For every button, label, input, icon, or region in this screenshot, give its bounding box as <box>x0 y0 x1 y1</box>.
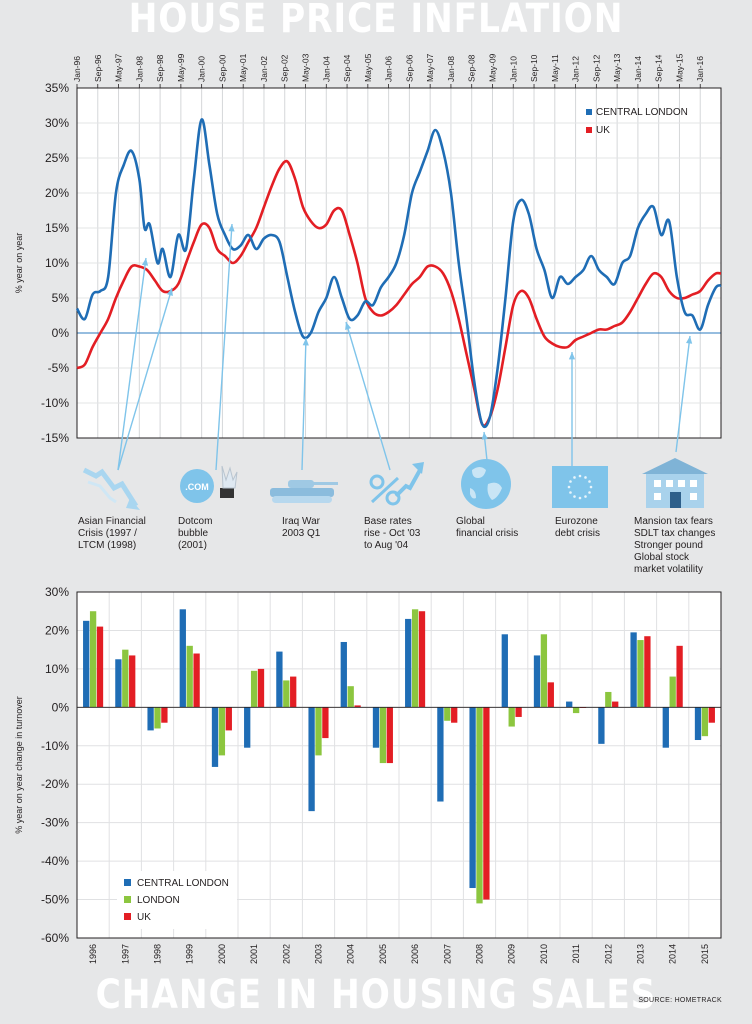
source-note: SOURCE: HOMETRACK <box>638 997 722 1004</box>
svg-text:.COM: .COM <box>185 482 209 492</box>
percent-arrow-icon <box>369 462 424 506</box>
eu-star <box>573 476 576 479</box>
event-pointer-arrowhead <box>481 432 488 440</box>
event-pointer-arrow <box>215 223 233 471</box>
series-central-london <box>75 118 722 429</box>
y-tick-label: -15% <box>41 431 69 445</box>
eu-star <box>567 485 571 489</box>
eu-star <box>578 474 582 478</box>
eu-star <box>589 485 593 489</box>
eu-star <box>588 491 591 494</box>
x-tick-label: Sep-06 <box>404 54 414 82</box>
event-label-iraq-war: Iraq War 2003 Q1 <box>282 516 321 539</box>
event-label-eurozone: Eurozone debt crisis <box>555 516 601 539</box>
legend-swatch <box>586 127 592 133</box>
mansion-icon <box>642 458 708 508</box>
x-tick-label: Sep-08 <box>467 54 477 82</box>
x-tick-label: May-03 <box>301 53 311 82</box>
y-tick-label: 5% <box>52 291 70 305</box>
x-tick-label: Jan-10 <box>508 56 518 82</box>
x-tick-label: Sep-04 <box>342 54 352 82</box>
event-pointer-arrow <box>117 287 173 471</box>
x-tick-label: Sep-02 <box>280 54 290 82</box>
x-tick-label: May-05 <box>363 53 373 82</box>
x-tick-label: Sep-98 <box>155 54 165 82</box>
x-tick-label: May-97 <box>114 53 124 82</box>
event-pointer-arrow <box>117 257 147 471</box>
x-tick-label: Jan-04 <box>321 56 331 82</box>
event-label-mansion-tax: Mansion tax fears SDLT tax changes Stron… <box>634 516 716 575</box>
event-label-dotcom: Dotcom bubble (2001) <box>178 516 213 551</box>
y-axis-label: % year on year <box>14 233 24 294</box>
event-pointer-arrow <box>675 335 691 453</box>
x-tick-label: May-07 <box>425 53 435 82</box>
x-tick-label: Jan-98 <box>134 56 144 82</box>
y-tick-label: -5% <box>48 361 70 375</box>
y-tick-label: 20% <box>45 186 69 200</box>
event-pointer-arrowhead <box>228 224 235 232</box>
legend-label: CENTRAL LONDON <box>596 107 688 118</box>
legend-swatch <box>586 109 592 115</box>
x-tick-label: May-15 <box>674 53 684 82</box>
event-pointer-arrowhead <box>166 288 173 296</box>
chart-title-bottom: CHANGE IN HOUSING SALES <box>95 972 657 1018</box>
x-tick-label: Sep-96 <box>93 54 103 82</box>
eu-flag-icon <box>552 466 608 508</box>
event-pointer-arrowhead <box>568 352 576 360</box>
eu-star <box>584 495 587 498</box>
eu-star <box>588 480 591 483</box>
x-tick-label: Jan-00 <box>197 56 207 82</box>
event-pointer-arrow <box>301 337 307 471</box>
series-uk <box>76 159 722 427</box>
eu-star <box>578 496 582 500</box>
legend-label: UK <box>596 125 610 136</box>
x-tick-label: May-09 <box>487 53 497 82</box>
eu-star <box>573 495 576 498</box>
y-tick-label: 35% <box>45 81 69 95</box>
x-tick-label: Sep-12 <box>591 54 601 82</box>
y-tick-label: 30% <box>45 116 69 130</box>
x-tick-label: Jan-96 <box>72 56 82 82</box>
x-tick-label: Jan-06 <box>384 56 394 82</box>
x-tick-label: Sep-10 <box>529 54 539 82</box>
eu-star <box>569 491 572 494</box>
eu-star <box>569 480 572 483</box>
y-tick-label: 10% <box>45 256 69 270</box>
y-tick-label: 15% <box>45 221 69 235</box>
x-tick-label: May-13 <box>612 53 622 82</box>
x-tick-label: May-99 <box>176 53 186 82</box>
x-tick-label: Sep-14 <box>654 54 664 82</box>
event-pointer-arrow <box>345 321 391 471</box>
y-tick-label: -10% <box>41 396 69 410</box>
event-label-base-rates: Base rates rise - Oct '03 to Aug '04 <box>364 516 421 551</box>
event-label-asian-crisis: Asian Financial Crisis (1997 / LTCM (199… <box>78 516 146 551</box>
event-pointer-arrowhead <box>302 338 309 346</box>
x-tick-label: Jan-12 <box>571 56 581 82</box>
x-tick-label: Jan-16 <box>695 56 705 82</box>
eu-star <box>584 476 587 479</box>
event-label-global-crisis: Global financial crisis <box>456 516 519 539</box>
event-pointer-arrowhead <box>345 322 352 330</box>
chart-title-top: HOUSE PRICE INFLATION <box>128 0 624 42</box>
x-tick-label: Jan-08 <box>446 56 456 82</box>
dotcom-bubble-icon: .COM <box>180 465 238 503</box>
x-tick-label: May-01 <box>238 53 248 82</box>
globe-icon <box>461 459 511 509</box>
y-tick-label: 0% <box>52 326 70 340</box>
event-pointer-arrowhead <box>686 336 693 344</box>
x-tick-label: Jan-14 <box>633 56 643 82</box>
line-plot-frame <box>76 87 722 439</box>
x-tick-label: Sep-00 <box>217 54 227 82</box>
x-tick-label: May-11 <box>550 54 560 82</box>
tank-icon <box>270 480 338 503</box>
falling-chart-icon <box>82 467 140 510</box>
y-tick-label: 25% <box>45 151 69 165</box>
x-tick-label: Jan-02 <box>259 56 269 82</box>
event-pointer-arrowhead <box>141 258 149 266</box>
